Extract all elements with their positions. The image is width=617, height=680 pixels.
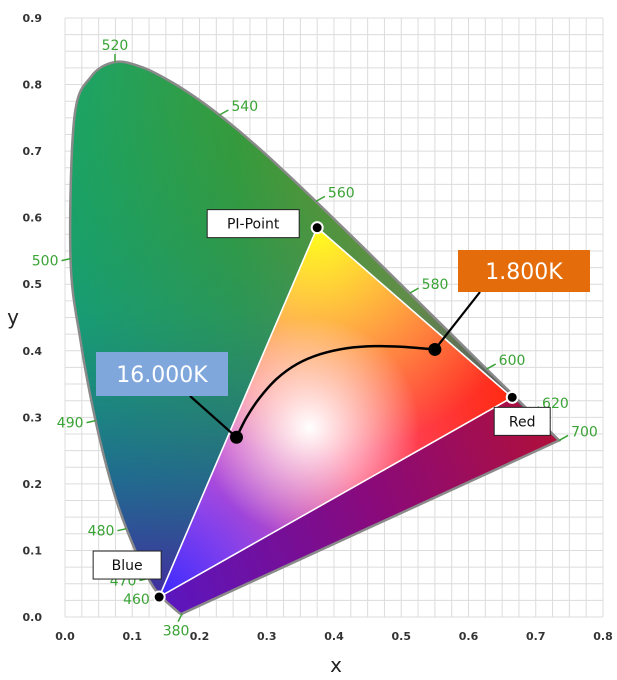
cct-marker [428, 342, 442, 356]
cct-label: 16.000K [116, 363, 208, 388]
gamut-label: PI-Point [227, 217, 280, 233]
planckian-curve [235, 344, 435, 438]
gamut-vertex-marker [310, 221, 324, 235]
y-tick-label: 0.1 [23, 544, 43, 557]
y-tick-label: 0.9 [23, 12, 43, 25]
wavelength-tick [486, 363, 497, 370]
wavelength-tick [409, 287, 420, 294]
wavelength-label: 500 [32, 254, 59, 270]
gamut-label-box [92, 550, 162, 580]
y-tick-label: 0.2 [23, 478, 43, 491]
x-tick-label: 0.3 [257, 630, 277, 643]
wavelength-tick [177, 613, 183, 623]
x-tick-label: 0.2 [190, 630, 210, 643]
x-tick-label: 0.8 [593, 630, 613, 643]
x-tick-label: 0.5 [392, 630, 412, 643]
wavelength-label: 380 [163, 624, 190, 640]
y-tick-label: 0.5 [23, 278, 43, 291]
cct-label-box [458, 250, 590, 292]
y-tick-label: 0.4 [23, 345, 43, 358]
wavelength-label: 580 [422, 277, 449, 293]
wavelength-label: 460 [123, 592, 150, 608]
y-tick-label: 0.6 [23, 212, 43, 225]
x-tick-label: 0.6 [459, 630, 479, 643]
wavelength-label: 560 [328, 185, 355, 201]
wavelength-tick [315, 195, 326, 203]
wavelength-label: 490 [57, 416, 84, 432]
gamut-label-box [493, 406, 551, 436]
cct-callouts: 16.000K 1.800K [96, 250, 590, 444]
wavelength-label: 540 [231, 99, 258, 115]
gamut-label: Red [509, 414, 536, 430]
cct-marker [229, 430, 243, 444]
x-tick-label: 0.7 [526, 630, 546, 643]
y-tick-label: 0.7 [23, 145, 43, 158]
gamut-vertices: PI-Point Red Blue [92, 209, 551, 604]
x-tick-label: 0.1 [123, 630, 143, 643]
y-tick-label: 0.8 [23, 79, 43, 92]
cct-label: 1.800K [485, 260, 563, 285]
gamut-label: Blue [112, 558, 143, 574]
wavelength-tick [117, 527, 127, 532]
wavelength-label: 600 [499, 353, 526, 369]
x-tick-label: 0.4 [324, 630, 344, 643]
wavelength-tick [219, 109, 229, 116]
cct-leader-line [189, 395, 238, 439]
wavelength-tick [558, 434, 569, 442]
wavelength-tick [61, 257, 71, 262]
gamut-triangle-outline [157, 226, 514, 599]
x-axis-title: x [330, 653, 342, 677]
planckian-locus [235, 344, 435, 438]
gamut-vertex-marker [152, 590, 166, 604]
wavelength-tick [86, 419, 96, 424]
gamut-label-box [206, 209, 300, 239]
gamut-vertex-marker [505, 390, 519, 404]
wavelength-label: 520 [102, 38, 129, 54]
axis-ticks: 0.0 0.1 0.2 0.3 0.4 0.5 0.6 0.7 0.8 0.0 0.1 0.2 0.3 0… [23, 12, 613, 643]
x-tick-label: 0.0 [55, 630, 75, 643]
wavelength-label: 700 [571, 424, 598, 440]
y-tick-label: 0.3 [23, 411, 43, 424]
y-axis-title: y [7, 305, 19, 329]
wavelength-label: 480 [88, 524, 115, 540]
cct-label-box [96, 352, 228, 396]
y-tick-label: 0.0 [23, 611, 43, 624]
cct-leader-line [434, 291, 481, 351]
